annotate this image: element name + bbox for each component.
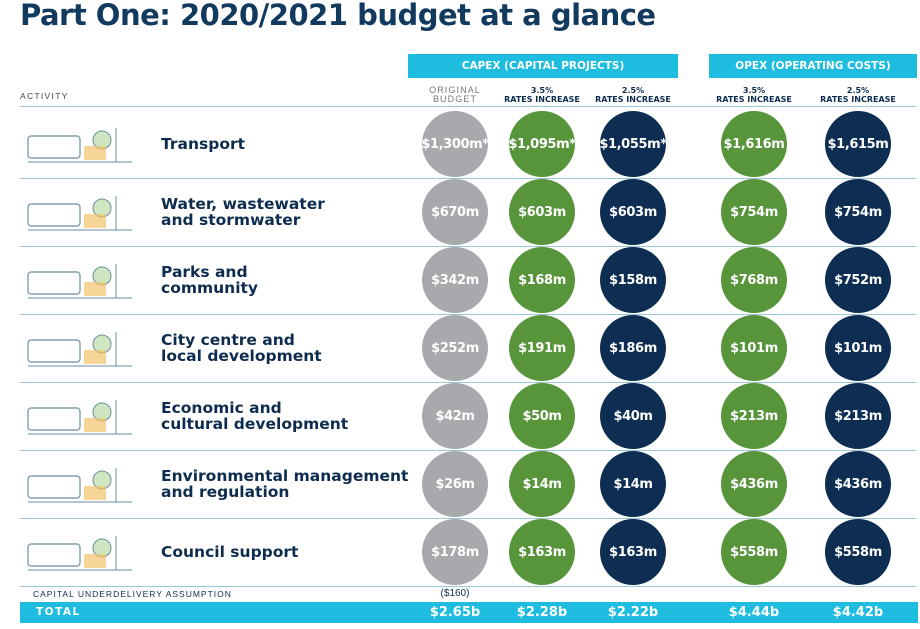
value-circle-opex-35: $436m: [721, 451, 787, 517]
activity-label: Parks and community: [161, 263, 259, 297]
value-circle-opex-25: $213m: [825, 383, 891, 449]
value-circle-capex-25: $40m: [600, 383, 666, 449]
row-divider: [20, 450, 916, 451]
value-circle-opex-25: $754m: [825, 179, 891, 245]
park-playground-illustration: [20, 254, 140, 306]
total-capex-25: $2.22b: [607, 605, 659, 620]
opex-rates-25-header: 2.5% RATES INCREASE: [820, 86, 896, 104]
opex-header-band: OPEX (OPERATING COSTS): [709, 54, 917, 78]
capex-rates-35-header: 3.5% RATES INCREASE: [504, 86, 580, 104]
total-label: TOTAL: [36, 606, 81, 618]
value-circle-opex-25: $752m: [825, 247, 891, 313]
value-circle-original-budget: $26m: [422, 451, 488, 517]
value-circle-original-budget: $670m: [422, 179, 488, 245]
activity-label: Council support: [161, 543, 299, 561]
value-circle-opex-25: $101m: [825, 315, 891, 381]
row-divider: [20, 518, 916, 519]
value-circle-opex-25: $1,615m: [825, 111, 891, 177]
activity-label: Water, wastewater and stormwater: [161, 195, 325, 229]
value-circle-original-budget: $1,300m*: [421, 111, 489, 177]
total-capex-35: $2.28b: [516, 605, 568, 620]
underdelivery-value: ($160): [440, 588, 470, 599]
value-circle-capex-25: $158m: [600, 247, 666, 313]
activity-label: Transport: [161, 135, 246, 153]
total-original-budget: $2.65b: [429, 605, 481, 620]
page-title: Part One: 2020/2021 budget at a glance: [20, 0, 656, 32]
row-divider: [20, 246, 916, 247]
row-divider: [20, 314, 916, 315]
row-divider: [20, 106, 916, 107]
value-circle-capex-35: $603m: [509, 179, 575, 245]
value-circle-original-budget: $252m: [422, 315, 488, 381]
value-circle-opex-25: $558m: [825, 519, 891, 585]
activity-label: City centre and local development: [161, 331, 322, 365]
total-bar: TOTAL $2.65b $2.28b $2.22b $4.44b $4.42b: [20, 602, 918, 623]
value-circle-capex-25: $603m: [600, 179, 666, 245]
capex-header-band: CAPEX (CAPITAL PROJECTS): [408, 54, 678, 78]
value-circle-capex-35: $50m: [509, 383, 575, 449]
value-circle-original-budget: $342m: [422, 247, 488, 313]
value-circle-capex-35: $1,095m*: [508, 111, 576, 177]
water-treatment-illustration: [20, 186, 140, 238]
nature-water-drop-illustration: [20, 458, 140, 510]
value-circle-capex-35: $191m: [509, 315, 575, 381]
value-circle-capex-25: $1,055m*: [599, 111, 667, 177]
value-circle-opex-35: $558m: [721, 519, 787, 585]
train-cyclist-illustration: [20, 118, 140, 170]
value-circle-opex-35: $101m: [721, 315, 787, 381]
value-circle-capex-25: $163m: [600, 519, 666, 585]
value-circle-capex-25: $14m: [600, 451, 666, 517]
value-circle-original-budget: $42m: [422, 383, 488, 449]
total-opex-35: $4.44b: [728, 605, 780, 620]
value-circle-capex-35: $14m: [509, 451, 575, 517]
value-circle-opex-25: $436m: [825, 451, 891, 517]
activity-label: Economic and cultural development: [161, 399, 349, 433]
row-divider: [20, 178, 916, 179]
capex-rates-25-header: 2.5% RATES INCREASE: [595, 86, 671, 104]
activity-column-header: ACTIVITY: [20, 91, 69, 101]
total-opex-25: $4.42b: [832, 605, 884, 620]
value-circle-capex-35: $168m: [509, 247, 575, 313]
value-circle-opex-35: $754m: [721, 179, 787, 245]
original-budget-header: ORIGINAL BUDGET: [429, 85, 481, 104]
city-buildings-illustration: [20, 322, 140, 374]
value-circle-original-budget: $178m: [422, 519, 488, 585]
value-circle-opex-35: $768m: [721, 247, 787, 313]
value-circle-capex-35: $163m: [509, 519, 575, 585]
value-circle-opex-35: $1,616m: [721, 111, 787, 177]
activity-label: Environmental management and regulation: [161, 467, 409, 501]
underdelivery-label: CAPITAL UNDERDELIVERY ASSUMPTION: [33, 589, 232, 599]
council-people-bin-illustration: [20, 526, 140, 578]
opex-rates-35-header: 3.5% RATES INCREASE: [716, 86, 792, 104]
value-circle-capex-25: $186m: [600, 315, 666, 381]
value-circle-opex-35: $213m: [721, 383, 787, 449]
row-divider: [20, 586, 916, 587]
row-divider: [20, 382, 916, 383]
culture-awards-illustration: [20, 390, 140, 442]
